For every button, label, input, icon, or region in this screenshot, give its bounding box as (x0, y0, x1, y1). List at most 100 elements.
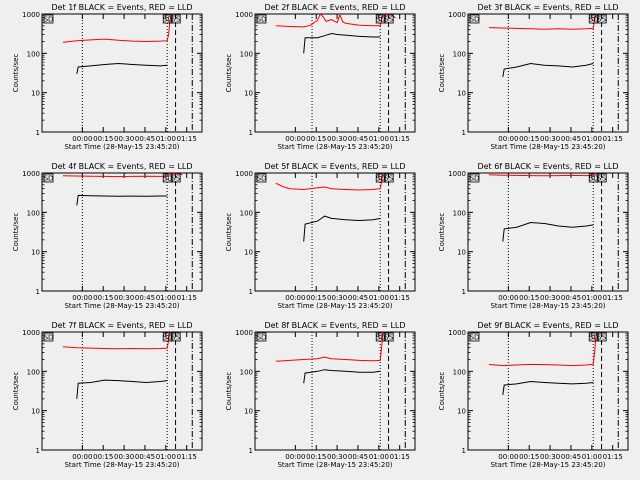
series-lld-line (275, 332, 385, 362)
x-tick-label: 00:45 (135, 453, 155, 461)
y-tick-label: 1000 (448, 329, 466, 337)
y-tick-label: 100 (27, 50, 40, 58)
x-tick-label: 00:30 (114, 294, 134, 302)
marker-label: SS (597, 16, 606, 24)
x-tick-label: 00:45 (348, 135, 368, 143)
y-axis-label: Counts/sec (12, 213, 20, 252)
x-axis-label: Start Time (28-May-15 23:45:20) (490, 302, 605, 310)
x-tick-label: 01:15 (603, 453, 623, 461)
plot-frame (254, 172, 416, 292)
x-tick-label: 00:30 (327, 453, 347, 461)
series-lld-line (488, 332, 598, 367)
series-events-line (76, 379, 168, 399)
marker-label: SS (597, 175, 606, 183)
marker-box (162, 14, 173, 24)
marker-box (375, 332, 386, 342)
chart-title: Det 6f BLACK = Events, RED = LLD (477, 162, 618, 171)
chart-title: Det 7f BLACK = Events, RED = LLD (51, 321, 192, 330)
y-axis-label: Counts/sec (438, 372, 446, 411)
marker-box (588, 173, 599, 183)
marker-label: SD (44, 16, 54, 24)
series-events-line (303, 32, 381, 54)
y-tick-label: 100 (240, 368, 253, 376)
x-tick-label: 00:45 (348, 453, 368, 461)
x-tick-label: 00:45 (348, 294, 368, 302)
y-tick-label: 10 (244, 249, 253, 257)
y-axis-label: Counts/sec (225, 213, 233, 252)
marker-box (162, 173, 173, 183)
y-tick-label: 1000 (235, 329, 253, 337)
marker-label: SD (470, 16, 480, 24)
chart-panel: Det 5f BLACK = Events, RED = LLD 1 10 100 10… (225, 162, 416, 310)
x-tick-label: 00:00 (498, 135, 518, 143)
x-tick-label: 00:00 (498, 294, 518, 302)
marker-label: SS (171, 334, 180, 342)
marker-label: SD (257, 175, 267, 183)
marker-label: SD (163, 334, 173, 342)
x-tick-label: 00:45 (135, 294, 155, 302)
plot-frame (41, 172, 203, 292)
marker-box (588, 332, 599, 342)
y-tick-label: 10 (457, 408, 466, 416)
series-events-line (303, 215, 381, 242)
chart-panel: Det 4f BLACK = Events, RED = LLD 1 10 100 10… (12, 162, 203, 310)
marker-label: SD (376, 175, 386, 183)
marker-box (596, 173, 607, 183)
series-lld-line (62, 173, 183, 178)
marker-label: SD (163, 175, 173, 183)
plot-frame (254, 13, 416, 133)
plot-frame (467, 331, 629, 451)
marker-box (375, 14, 386, 24)
y-tick-label: 100 (453, 368, 466, 376)
chart-title: Det 4f BLACK = Events, RED = LLD (51, 162, 192, 171)
marker-box (596, 332, 607, 342)
plot-frame (41, 331, 203, 451)
x-tick-label: 00:15 (306, 294, 326, 302)
marker-label: SS (597, 334, 606, 342)
chart-title: Det 8f BLACK = Events, RED = LLD (264, 321, 405, 330)
y-axis-label: Counts/sec (438, 213, 446, 252)
x-tick-label: 00:30 (327, 135, 347, 143)
marker-label: SD (163, 16, 173, 24)
x-tick-label: 00:00 (285, 453, 305, 461)
marker-label: SD (44, 175, 54, 183)
x-axis-label: Start Time (28-May-15 23:45:20) (490, 143, 605, 151)
marker-label: SD (44, 334, 54, 342)
x-tick-label: 00:30 (114, 135, 134, 143)
series-events-line (502, 380, 594, 396)
x-tick-label: 00:45 (561, 453, 581, 461)
series-lld-line (62, 14, 175, 43)
x-tick-label: 00:00 (72, 294, 92, 302)
x-axis-label: Start Time (28-May-15 23:45:20) (64, 461, 179, 469)
chart-panel: Det 2f BLACK = Events, RED = LLD 1 10 100 10… (225, 3, 416, 151)
x-axis-label: Start Time (28-May-15 23:45:20) (277, 461, 392, 469)
x-tick-label: 01:00 (156, 135, 176, 143)
x-tick-label: 01:00 (369, 294, 389, 302)
x-tick-label: 00:15 (93, 294, 113, 302)
x-tick-label: 00:00 (285, 135, 305, 143)
x-tick-label: 00:00 (72, 453, 92, 461)
marker-label: SS (384, 175, 393, 183)
plot-frame (467, 13, 629, 133)
x-tick-label: 00:15 (93, 135, 113, 143)
x-tick-label: 00:15 (519, 453, 539, 461)
marker-box (256, 332, 267, 342)
y-axis-label: Counts/sec (438, 54, 446, 93)
y-tick-label: 1 (36, 129, 40, 137)
y-tick-label: 1 (462, 447, 466, 455)
y-axis-label: Counts/sec (225, 372, 233, 411)
marker-label: SS (384, 334, 393, 342)
series-lld-line (488, 173, 598, 177)
x-tick-label: 00:45 (561, 135, 581, 143)
marker-box (256, 173, 267, 183)
y-tick-label: 100 (453, 50, 466, 58)
marker-box (162, 332, 173, 342)
x-tick-label: 00:15 (306, 453, 326, 461)
chart-panel: Det 6f BLACK = Events, RED = LLD 1 10 100 10… (438, 162, 629, 310)
marker-box (256, 14, 267, 24)
x-tick-label: 01:15 (603, 135, 623, 143)
series-events-line (303, 369, 381, 384)
marker-box (375, 173, 386, 183)
y-tick-label: 1 (249, 447, 253, 455)
marker-label: SD (589, 334, 599, 342)
